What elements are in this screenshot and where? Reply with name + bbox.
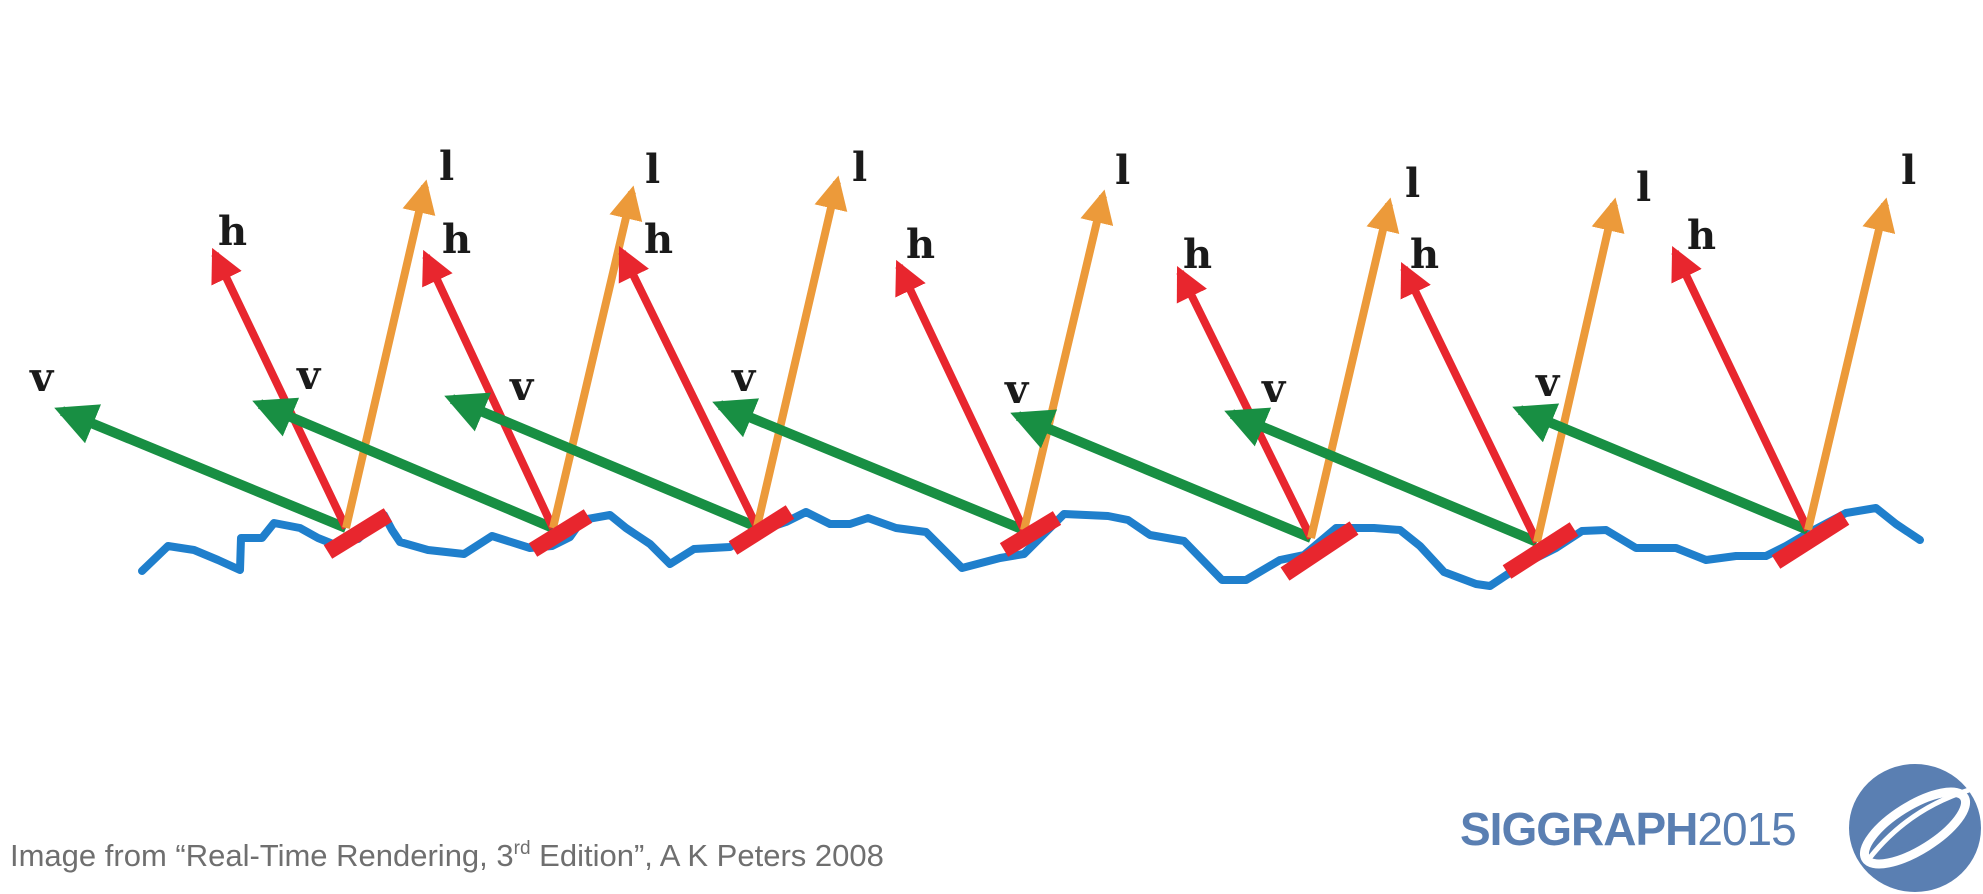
l-label: l <box>1115 147 1130 194</box>
v-label: v <box>1261 365 1287 412</box>
half-vector-arrow <box>1671 245 1812 532</box>
half-vector-arrow <box>1400 261 1541 544</box>
view-vector-arrow <box>1224 407 1539 547</box>
logo-wordmark: SIGGRAPH2015 <box>1460 802 1797 856</box>
l-label: l <box>439 143 454 190</box>
h-label: h <box>644 216 673 263</box>
light-vector-arrow <box>1020 189 1114 531</box>
view-vector-arrow <box>252 397 555 533</box>
half-vector-arrow <box>422 249 557 530</box>
view-vector-arrow <box>712 398 1026 535</box>
h-label: h <box>1183 231 1212 278</box>
logo-name: SIGGRAPH <box>1460 803 1698 855</box>
l-label: l <box>645 146 660 193</box>
v-label: v <box>731 354 757 401</box>
view-vector-arrow <box>444 392 759 532</box>
half-vector-arrow <box>618 245 761 529</box>
caption-prefix: Image from “Real-Time Rendering, 3 <box>10 838 514 873</box>
l-label: l <box>1405 160 1420 207</box>
microfacet <box>323 508 393 559</box>
h-label: h <box>218 208 247 255</box>
v-label: v <box>509 363 535 410</box>
l-label: l <box>852 144 867 191</box>
caption-suffix: Edition”, A K Peters 2008 <box>530 838 884 873</box>
rough-surface-line <box>138 504 1924 590</box>
microfacet <box>999 511 1062 557</box>
v-label: v <box>1004 366 1030 413</box>
half-vector-arrow <box>211 247 350 530</box>
microfacet <box>728 505 795 555</box>
v-label: v <box>1535 359 1561 406</box>
siggraph-emblem-icon <box>1849 764 1981 892</box>
light-vector-arrow <box>1307 197 1400 539</box>
microfacet <box>528 509 593 557</box>
v-label: v <box>29 354 55 401</box>
h-label: h <box>906 221 935 268</box>
caption-superscript: rd <box>513 838 531 859</box>
v-label: v <box>296 352 322 399</box>
image-credit-caption: Image from “Real-Time Rendering, 3rd Edi… <box>10 838 884 874</box>
view-vector-arrow <box>1512 403 1810 535</box>
light-vector-arrow <box>1804 197 1896 531</box>
view-vector-arrow <box>1010 409 1313 543</box>
half-vector-arrow <box>1176 265 1315 540</box>
light-vector-arrow <box>549 185 643 529</box>
l-label: l <box>1636 164 1651 211</box>
light-vector-arrow <box>342 179 436 529</box>
h-label: h <box>1687 212 1716 259</box>
microfacet <box>1280 521 1359 581</box>
h-label: h <box>1410 231 1439 278</box>
microfacet <box>1502 522 1579 579</box>
logo-year: 2015 <box>1697 803 1796 855</box>
half-vector-arrow <box>895 259 1028 532</box>
microfacet <box>1771 511 1850 569</box>
l-label: l <box>1901 147 1916 194</box>
siggraph-logo: SIGGRAPH2015 <box>1460 760 1981 894</box>
view-vector-arrow <box>54 404 348 533</box>
h-label: h <box>442 216 471 263</box>
light-vector-arrow <box>753 175 848 528</box>
light-vector-arrow <box>1533 197 1625 543</box>
